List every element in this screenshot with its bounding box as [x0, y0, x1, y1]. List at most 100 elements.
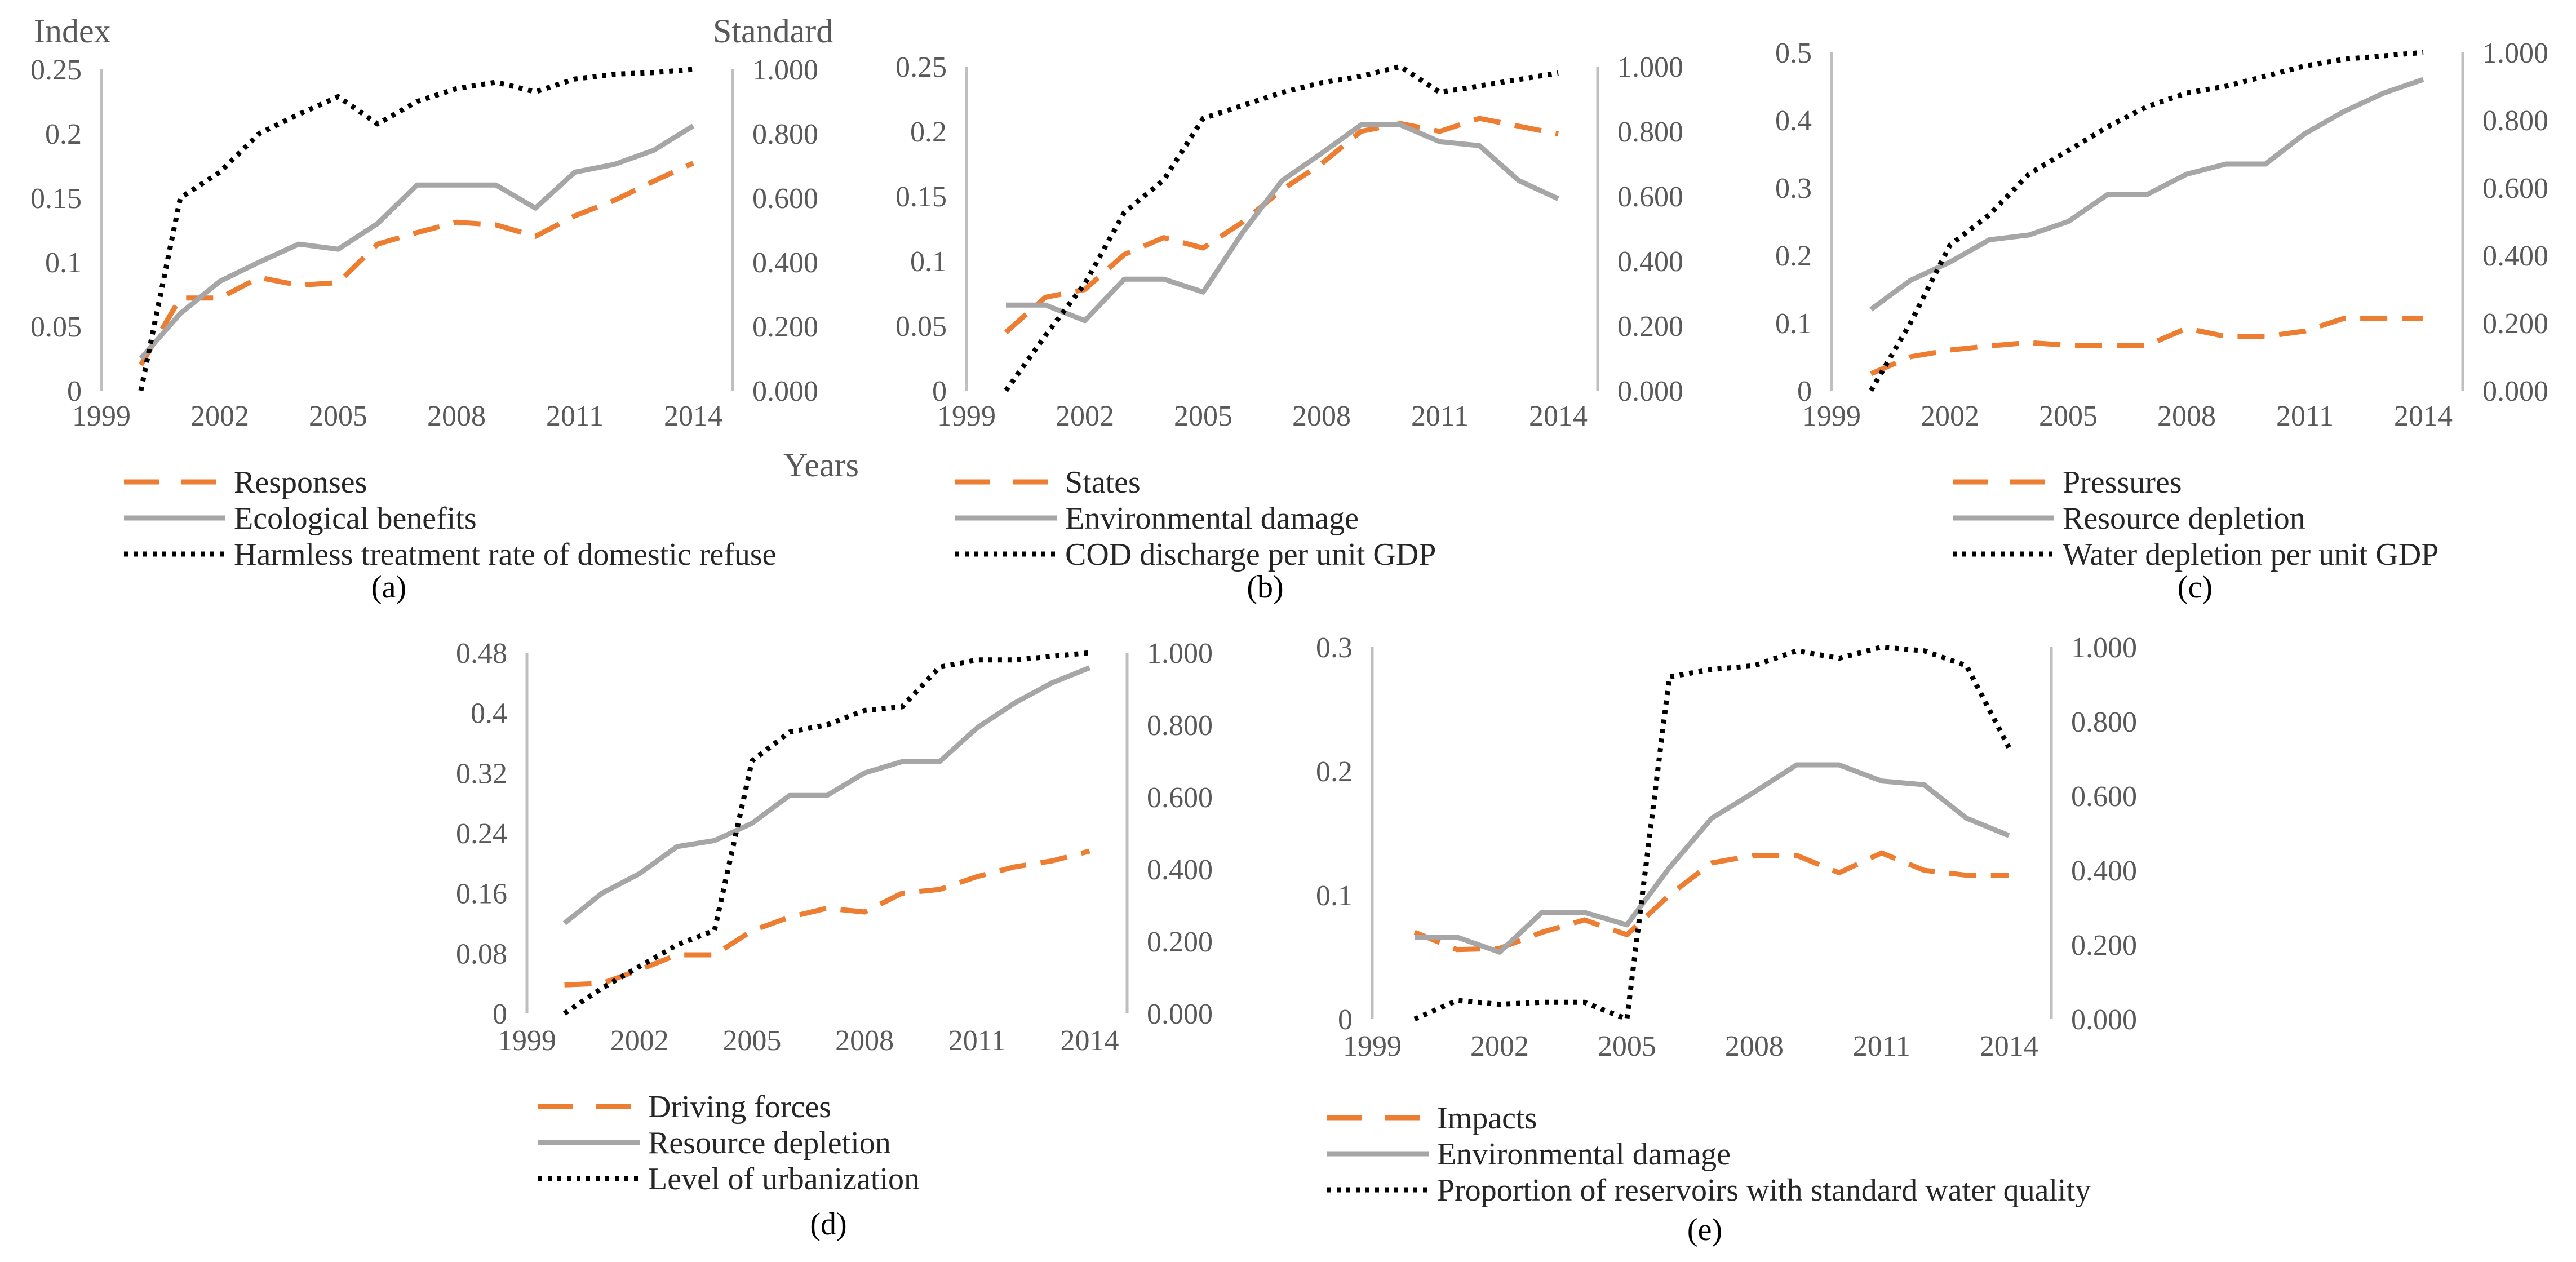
x-tick-label: 1999 [1343, 1030, 1402, 1062]
x-tick-label: 1999 [498, 1025, 556, 1057]
x-tick-label: 2002 [1470, 1030, 1529, 1062]
right-tick-label: 0.800 [1147, 710, 1213, 742]
series-line-solid [1869, 77, 2424, 312]
left-tick-label: 0.25 [895, 51, 947, 83]
right-tick-label: 0.400 [1617, 246, 1683, 278]
left-axis-title: Index [34, 12, 111, 50]
left-tick-label: 0.3 [1775, 172, 1812, 205]
legend-label: Resource depletion [2063, 501, 2305, 536]
series-line-solid [139, 123, 695, 360]
x-tick-label: 2002 [1921, 400, 1979, 432]
right-tick-label: 1.000 [1617, 51, 1683, 83]
right-tick-label: 1.000 [1147, 637, 1213, 670]
legend-label: Water depletion per unit GDP [2063, 537, 2438, 572]
series-line-solid [1415, 762, 2010, 955]
left-tick-label: 0.2 [1775, 240, 1812, 272]
x-tick-label: 2005 [309, 400, 367, 432]
left-tick-label: 0 [932, 375, 947, 408]
right-tick-label: 0.800 [2482, 105, 2548, 137]
panel-caption: (b) [1247, 570, 1283, 605]
x-tick-label: 1999 [72, 400, 131, 432]
series-line-dashed [1413, 850, 2009, 953]
left-tick-label: 0.1 [1316, 880, 1353, 912]
left-tick-label: 0.4 [1775, 105, 1812, 137]
legend-label: Environmental damage [1065, 501, 1359, 536]
right-tick-label: 0.400 [1147, 854, 1213, 886]
legend-label: Harmless treatment rate of domestic refu… [234, 537, 777, 572]
right-tick-label: 1.000 [752, 54, 818, 86]
panel-caption: (d) [810, 1207, 846, 1242]
x-tick-label: 2014 [664, 400, 722, 432]
legend-label: Driving forces [648, 1090, 831, 1124]
left-tick-label: 0.32 [456, 758, 507, 790]
chart-b: 0 0.05 0.1 0.15 0.2 0.25 0.000 0.200 0.400 0.600 0… [895, 51, 1683, 605]
left-tick-label: 0.1 [45, 247, 82, 279]
x-tick-label: 2014 [1060, 1025, 1119, 1057]
x-tick-label: 2008 [1725, 1030, 1784, 1062]
chart-c: 0 0.1 0.2 0.3 0.4 0.5 0.000 0.200 0.400 0.600 0.80… [1775, 37, 2548, 605]
panel-caption: (e) [1687, 1212, 1722, 1247]
series-line-dashed [1004, 116, 1559, 334]
x-tick-label: 2014 [2394, 400, 2453, 432]
panel-caption: (c) [2178, 570, 2213, 605]
x-tick-label: 1999 [937, 400, 996, 432]
left-tick-label: 0.1 [910, 246, 947, 278]
left-tick-label: 0 [1797, 375, 1812, 408]
x-tick-label: 2005 [1598, 1030, 1656, 1062]
right-tick-label: 0.200 [2071, 929, 2137, 962]
x-tick-label: 2011 [2276, 400, 2334, 432]
x-tick-label: 2002 [1056, 400, 1114, 432]
x-tick-label: 2002 [190, 400, 249, 432]
left-tick-label: 0.2 [45, 118, 82, 150]
x-axis-title: Years [783, 446, 859, 484]
legend-label: Ecological benefits [234, 501, 477, 536]
left-tick-label: 0.5 [1775, 37, 1812, 69]
left-tick-label: 0.24 [456, 818, 507, 850]
chart-d: 0 0.08 0.16 0.24 0.32 0.4 0.48 0.000 0.200 0.400 0… [456, 637, 1213, 1242]
x-tick-label: 2014 [1529, 400, 1588, 432]
series-line-solid [562, 665, 1091, 926]
legend-label: States [1065, 465, 1141, 500]
left-tick-label: 0.08 [456, 938, 507, 970]
right-tick-label: 0.000 [2482, 375, 2548, 408]
series-line-dotted [1004, 64, 1559, 392]
left-tick-label: 0 [1338, 1004, 1353, 1036]
right-tick-label: 0.000 [752, 375, 818, 408]
panel-caption: (a) [371, 570, 406, 605]
right-axis-title: Standard [713, 12, 833, 50]
legend-label: Pressures [2063, 465, 2182, 500]
right-tick-label: 0.000 [1147, 998, 1213, 1030]
x-tick-label: 2011 [948, 1025, 1006, 1057]
left-tick-label: 0.05 [895, 311, 947, 343]
right-tick-label: 0.000 [1617, 375, 1683, 408]
series-line-dotted [138, 67, 694, 391]
x-tick-label: 2014 [1980, 1030, 2038, 1062]
right-tick-label: 0.800 [752, 118, 818, 150]
legend-label: Level of urbanization [648, 1162, 920, 1197]
series-line-dashed [564, 848, 1090, 988]
series-line-dotted [1869, 50, 2424, 392]
series-line-dotted [1413, 644, 2011, 1022]
right-tick-label: 0.400 [2482, 240, 2548, 272]
chart-a: 0 0.05 0.1 0.15 0.2 0.25 0.000 0.200 0.400 0.600 0… [30, 12, 859, 605]
right-tick-label: 0.800 [2071, 706, 2137, 738]
right-tick-label: 0.200 [1617, 311, 1683, 343]
left-tick-label: 0.2 [910, 116, 947, 148]
x-tick-label: 2011 [1853, 1030, 1910, 1062]
right-tick-label: 0.200 [2482, 308, 2548, 340]
right-tick-label: 1.000 [2071, 632, 2137, 664]
x-tick-label: 2005 [722, 1025, 781, 1057]
right-tick-label: 0.800 [1617, 116, 1683, 148]
left-tick-label: 0.2 [1316, 756, 1353, 788]
right-tick-label: 0.600 [1147, 782, 1213, 814]
right-tick-label: 0.600 [2071, 781, 2137, 813]
left-tick-label: 0.4 [471, 698, 507, 730]
series-line-dotted [563, 650, 1090, 1016]
left-tick-label: 0.05 [30, 311, 82, 343]
x-tick-label: 2011 [1411, 400, 1469, 432]
left-tick-label: 0.15 [895, 181, 947, 213]
left-tick-label: 0 [67, 375, 82, 408]
legend-label: Resource depletion [648, 1126, 891, 1161]
left-tick-label: 0.3 [1316, 632, 1353, 664]
